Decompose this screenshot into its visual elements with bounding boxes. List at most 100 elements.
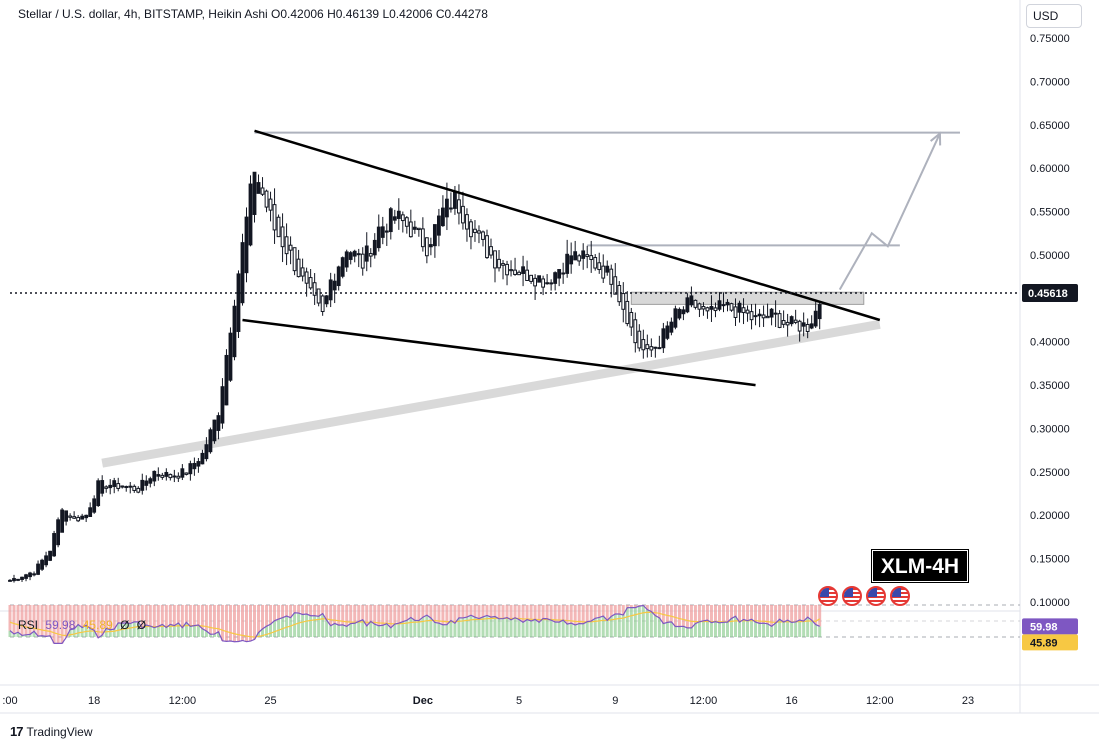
candle-down [793, 319, 798, 323]
candle-up [56, 519, 61, 546]
candle-down [633, 319, 638, 344]
candle-up [721, 304, 726, 307]
candle-down [597, 262, 602, 271]
tradingview-logo[interactable]: 17 TradingView [10, 724, 93, 739]
candle-up [96, 480, 101, 507]
candle-up [244, 216, 249, 274]
rsi-extra-2: Ø [136, 618, 147, 632]
ohlc-high: H0.46139 [327, 7, 380, 21]
candle-down [705, 307, 710, 312]
candle-down [268, 198, 273, 211]
candle-up [236, 273, 241, 332]
candle-down [593, 257, 598, 269]
us-flag-icon[interactable] [842, 586, 862, 606]
candle-up [813, 310, 818, 327]
candle-up [412, 226, 417, 230]
candle-up [100, 480, 105, 494]
candle-up [809, 323, 814, 329]
candle-up [689, 295, 694, 306]
event-flags[interactable] [818, 586, 910, 606]
candle-up [436, 215, 441, 236]
candle-down [649, 346, 654, 351]
candle-up [128, 485, 133, 488]
candle-up [348, 252, 353, 260]
time-tick-label: 12:00 [690, 695, 718, 707]
candle-up [32, 573, 36, 576]
us-flag-icon[interactable] [890, 586, 910, 606]
time-tick-label: 18 [88, 695, 100, 707]
candle-down [116, 483, 121, 489]
candle-up [80, 515, 85, 520]
ohlc-close: C0.44278 [435, 7, 488, 21]
price-tick-label: 0.40000 [1030, 337, 1070, 349]
candle-down [585, 254, 590, 258]
us-flag-icon[interactable] [866, 586, 886, 606]
rsi-value-label: 59.98 [1030, 621, 1058, 633]
candle-down [613, 276, 618, 295]
candle-down [713, 307, 718, 312]
symbol-line: Stellar / U.S. dollar, 4h, BITSTAMP, Hei… [18, 7, 268, 21]
candle-up [64, 510, 69, 522]
candle-up [20, 576, 24, 580]
candle-down [697, 303, 702, 310]
candle-down [549, 282, 554, 285]
projection-path [838, 133, 941, 291]
candle-up [757, 313, 762, 317]
rsi-value: 59.98 [45, 618, 76, 632]
candle-down [296, 258, 301, 278]
rsi-legend[interactable]: RSI 59.98 45.89 Ø Ø [18, 618, 150, 632]
wedge-upper-trendline [254, 129, 881, 322]
candle-up [817, 304, 822, 320]
candle-up [553, 272, 558, 284]
candle-down [765, 315, 770, 319]
time-tick-label: 12:00 [169, 695, 197, 707]
support-channel-line [101, 319, 881, 468]
rsi-overbought-fill [8, 605, 822, 637]
candle-down [132, 485, 137, 491]
candle-up [148, 478, 153, 484]
candle-down [400, 214, 405, 222]
candle-down [461, 205, 465, 224]
candle-up [380, 226, 385, 238]
candle-down [625, 300, 630, 325]
candle-down [288, 244, 293, 251]
price-tick-label: 0.75000 [1030, 33, 1070, 45]
candle-down [577, 255, 582, 262]
candle-up [212, 419, 217, 442]
projection-arrowhead [930, 131, 942, 146]
candle-down [68, 515, 73, 518]
candle-up [709, 305, 714, 310]
symbol-legend[interactable]: Stellar / U.S. dollar, 4h, BITSTAMP, Hei… [18, 7, 488, 21]
candle-up [573, 251, 578, 261]
candle-down [777, 313, 782, 328]
chart-annotations-back [101, 131, 960, 468]
candle-down [533, 277, 537, 287]
us-flag-icon[interactable] [818, 586, 838, 606]
currency-selector[interactable]: USD [1026, 4, 1082, 28]
price-axis[interactable]: 0.75000 0.70000 0.65000 0.60000 0.55000 0.500… [1022, 33, 1078, 651]
candle-up [685, 297, 690, 313]
candle-up [44, 555, 48, 566]
chart-annotations-front [242, 129, 942, 387]
candle-down [312, 282, 317, 296]
price-tick-label: 0.15000 [1030, 554, 1070, 566]
candle-down [493, 250, 497, 269]
candle-down [509, 269, 513, 272]
candle-up [376, 226, 381, 249]
candle-down [320, 295, 325, 313]
candle-up [248, 183, 253, 246]
candle-down [264, 190, 269, 208]
candle-down [589, 255, 594, 260]
candle-down [773, 312, 778, 315]
candle-up [557, 269, 562, 279]
candle-down [360, 253, 365, 269]
candle-up [737, 302, 742, 313]
candle-up [673, 308, 678, 328]
candle-up [40, 559, 44, 570]
price-tick-label: 0.20000 [1030, 510, 1070, 522]
candle-down [404, 217, 409, 227]
candle-down [513, 269, 517, 275]
time-axis[interactable]: :00 18 12:00 25 Dec 5 9 12:00 16 12:00 23 [2, 695, 974, 707]
candle-up [396, 210, 401, 219]
